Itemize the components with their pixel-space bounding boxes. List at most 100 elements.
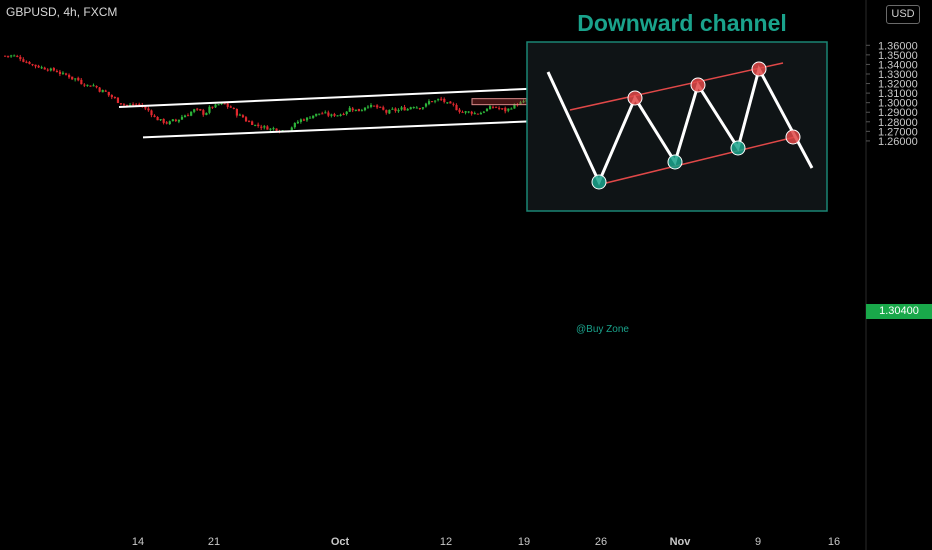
candle-body — [510, 108, 513, 110]
candle-body — [226, 103, 229, 107]
candle-body — [321, 113, 324, 115]
candle-body — [52, 68, 55, 71]
candle-body — [479, 112, 482, 115]
candle-body — [10, 55, 13, 57]
candle-body — [232, 107, 235, 109]
candle-body — [385, 110, 388, 113]
candle-body — [257, 124, 260, 126]
candle-body — [360, 110, 364, 112]
candle-body — [339, 114, 342, 116]
x-tick-label: 16 — [828, 536, 840, 548]
candle-body — [80, 79, 83, 85]
y-tick-label: 1.36000 — [878, 40, 918, 52]
y-tick-label: 1.28000 — [878, 117, 918, 129]
inset-touch-point — [751, 61, 767, 77]
candle-body — [168, 121, 171, 125]
candle-body — [110, 94, 113, 98]
candle-body — [446, 102, 449, 104]
y-tick-label: 1.30000 — [878, 98, 918, 110]
inset-touch-point — [785, 129, 801, 145]
candle-body — [220, 103, 223, 105]
y-tick-label: 1.35000 — [878, 50, 918, 62]
candle-body — [421, 107, 425, 109]
candle-body — [443, 98, 446, 102]
candle-body — [162, 118, 165, 123]
inset-lower-line — [605, 136, 796, 184]
candle-body — [488, 106, 492, 110]
candle-body — [312, 115, 315, 118]
candle-body — [467, 111, 470, 113]
candle-body — [16, 56, 19, 58]
candle-body — [275, 128, 278, 131]
candle-body — [424, 103, 428, 107]
y-tick-label: 1.33000 — [878, 69, 918, 81]
candle-body — [132, 104, 135, 106]
y-tick-label: 1.27000 — [878, 126, 918, 138]
candle-body — [43, 67, 46, 70]
candle-body — [122, 104, 126, 106]
candle-body — [104, 90, 107, 92]
candle-body — [495, 106, 498, 108]
candle-body — [290, 127, 293, 131]
candle-body — [354, 109, 357, 111]
candle-body — [159, 119, 162, 121]
candle-body — [193, 109, 196, 112]
candle-body — [299, 119, 303, 122]
inset-diagram — [526, 41, 828, 212]
candle-body — [260, 126, 263, 128]
candle-body — [440, 98, 443, 100]
candle-body — [269, 128, 272, 130]
candle-body — [241, 115, 245, 118]
x-tick-label: 9 — [755, 536, 761, 548]
candle-body — [153, 115, 156, 117]
candle-body — [522, 101, 525, 103]
candle-body — [174, 119, 177, 121]
candle-body — [187, 115, 190, 117]
candle-body — [476, 113, 479, 115]
candle-body — [95, 85, 98, 88]
candle-body — [83, 84, 86, 86]
candle-body — [519, 102, 522, 105]
x-tick-label: 19 — [518, 536, 530, 548]
candle-body — [229, 106, 232, 108]
candle-body — [513, 103, 516, 109]
candle-body — [89, 85, 92, 87]
candle-body — [251, 121, 254, 125]
inset-touch-point — [667, 154, 683, 170]
candle-body — [458, 109, 461, 112]
candle-body — [235, 109, 238, 116]
candle-body — [196, 108, 199, 110]
candle-body — [397, 109, 400, 112]
candle-body — [507, 108, 510, 111]
candle-body — [147, 108, 150, 111]
candle-body — [315, 113, 318, 116]
candle-body — [406, 108, 409, 111]
candle-body — [28, 61, 31, 64]
inset-frame — [526, 41, 828, 212]
time-axis: 14 21 Oct 12 19 26 Nov 9 16 — [132, 536, 840, 548]
candle-body — [7, 55, 10, 57]
candle-body — [180, 116, 184, 120]
y-tick-label: 1.34000 — [878, 59, 918, 71]
currency-button[interactable]: USD — [886, 5, 920, 24]
candle-body — [370, 104, 373, 107]
candle-body — [473, 113, 476, 115]
candle-body — [183, 115, 187, 118]
candle-body — [504, 107, 507, 112]
candle-body — [363, 107, 367, 111]
candle-body — [46, 69, 49, 71]
candle-body — [248, 121, 251, 123]
candle-body — [296, 121, 299, 124]
inset-zigzag — [546, 64, 814, 186]
candle-body — [498, 107, 501, 109]
candle-body — [101, 89, 104, 93]
y-tick-label: 1.32000 — [878, 79, 918, 91]
candle-body — [98, 87, 101, 92]
inset-touch-point — [591, 174, 607, 190]
y-tick-label: 1.29000 — [878, 107, 918, 119]
candle-body — [135, 104, 138, 106]
candle-body — [58, 71, 62, 75]
price-axis: 1.360001.350001.340001.330001.320001.310… — [865, 0, 918, 550]
candle-body — [238, 114, 242, 116]
